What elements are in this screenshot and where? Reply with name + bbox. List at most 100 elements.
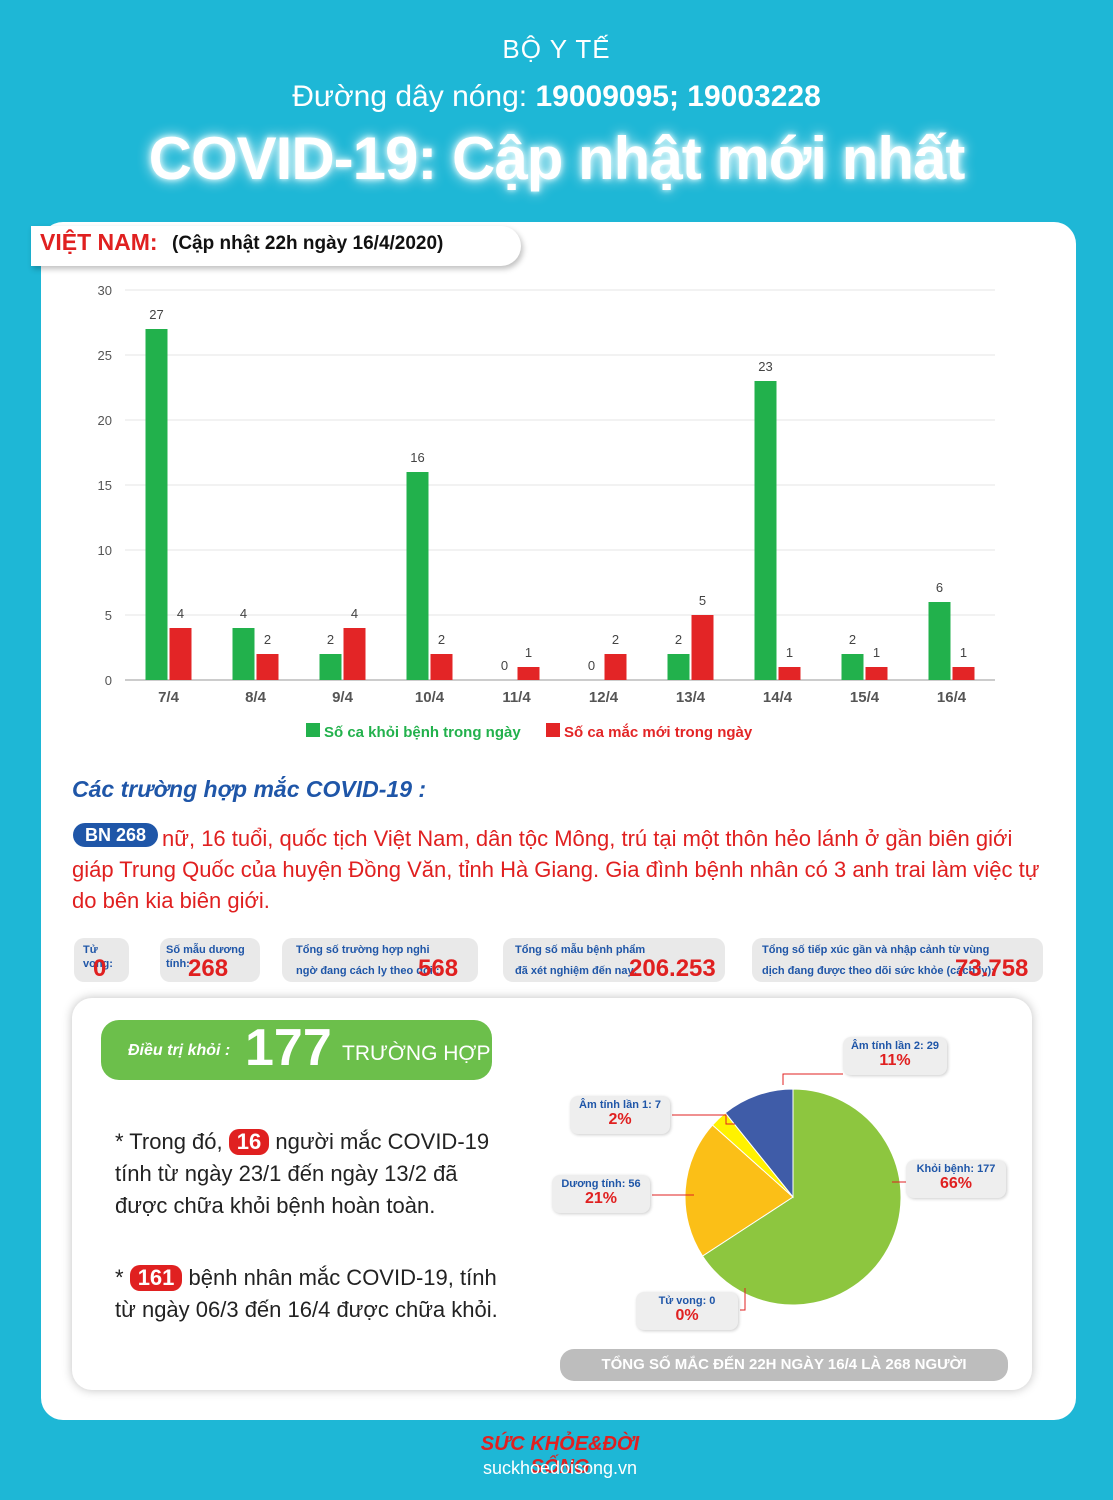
recovery-note-1: * Trong đó, 16 người mắc COVID-19 tính t… bbox=[115, 1126, 515, 1222]
pie-label-recovered-name: Khỏi bệnh: 177 bbox=[916, 1163, 996, 1175]
case-description: nữ, 16 tuổi, quốc tịch Việt Nam, dân tộc… bbox=[72, 826, 1040, 913]
pie-label-neg2: Âm tính lần 2: 29 11% bbox=[843, 1037, 947, 1075]
x-tick-label: 12/4 bbox=[589, 689, 619, 706]
legend-swatch-recovered bbox=[306, 723, 320, 737]
pie-label-neg2-name: Âm tính lần 2: 29 bbox=[850, 1040, 940, 1052]
recovery-count: 177 bbox=[245, 1019, 332, 1077]
x-tick-label: 13/4 bbox=[676, 689, 706, 706]
y-tick-label: 20 bbox=[98, 413, 112, 428]
bar-new-cases bbox=[865, 667, 888, 680]
pie-label-pos: Dương tính: 56 21% bbox=[552, 1175, 650, 1213]
bar-new-cases bbox=[604, 654, 627, 680]
stat-suspected-value: 568 bbox=[418, 955, 459, 982]
bar-recovered bbox=[667, 654, 690, 680]
stat-suspected-label-2: ngờ đang cách ly theo dõi : bbox=[296, 965, 440, 977]
stat-tested-label-1: Tổng số mẫu bệnh phẩm bbox=[515, 944, 646, 956]
bar-new-cases bbox=[691, 615, 714, 680]
patient-badge: BN 268 bbox=[73, 823, 158, 847]
note2-number: 161 bbox=[129, 1265, 183, 1291]
data-label: 6 bbox=[936, 580, 943, 595]
legend-swatch-new-cases bbox=[546, 723, 560, 737]
x-tick-label: 9/4 bbox=[332, 689, 354, 706]
note1-post: người mắc COVID-19 tính từ ngày 23/1 đến… bbox=[115, 1129, 490, 1218]
stat-contacts-value: 73.758 bbox=[955, 955, 1029, 982]
legend-label: Số ca mắc mới trong ngày bbox=[564, 723, 753, 741]
x-tick-label: 14/4 bbox=[763, 689, 793, 706]
note2-post: bệnh nhân mắc COVID-19, tính từ ngày 06/… bbox=[115, 1265, 498, 1322]
pie-label-neg1-name: Âm tính lần 1: 7 bbox=[579, 1099, 661, 1111]
x-tick-label: 8/4 bbox=[245, 689, 267, 706]
pie-label-recovered: Khỏi bệnh: 177 66% bbox=[906, 1160, 1006, 1198]
pie-label-pos-pct: 21% bbox=[584, 1190, 618, 1207]
data-label: 2 bbox=[675, 632, 682, 647]
note1-pre: * Trong đó, bbox=[115, 1129, 229, 1154]
data-label: 0 bbox=[501, 658, 508, 673]
bar-new-cases bbox=[256, 654, 279, 680]
x-tick-label: 10/4 bbox=[415, 689, 445, 706]
pie-label-pos-name: Dương tính: 56 bbox=[561, 1178, 641, 1190]
recovery-label: Điều trị khỏi : bbox=[128, 1042, 231, 1059]
site-url[interactable]: suckhoedoisong.vn bbox=[482, 1458, 638, 1478]
stat-contacts-label-2: dịch đang được theo dõi sức khỏe (cách l… bbox=[762, 965, 995, 977]
note2-pre: * bbox=[115, 1265, 130, 1290]
bar-recovered bbox=[754, 381, 777, 680]
bar-new-cases bbox=[517, 667, 540, 680]
y-tick-label: 5 bbox=[105, 608, 112, 623]
stat-tested: Tổng số mẫu bệnh phẩm đã xét nghiệm đến … bbox=[503, 938, 725, 982]
hotline: Đường dây nóng: 19009095; 19003228 bbox=[0, 80, 1113, 114]
bar-recovered bbox=[145, 329, 168, 680]
bar-recovered bbox=[406, 472, 429, 680]
data-label: 1 bbox=[786, 645, 793, 660]
stat-positive: Số mẫu dương tính: 268 bbox=[160, 938, 260, 982]
data-label: 5 bbox=[699, 593, 706, 608]
note1-number: 16 bbox=[228, 1129, 270, 1155]
vn-updated: (Cập nhật 22h ngày 16/4/2020) bbox=[172, 233, 444, 254]
stat-contacts: Tổng số tiếp xúc gần và nhập cảnh từ vùn… bbox=[752, 938, 1043, 982]
page-title: COVID-19: Cập nhật mới nhất bbox=[148, 125, 966, 192]
data-label: 4 bbox=[177, 606, 184, 621]
data-label: 0 bbox=[588, 658, 595, 673]
org-name: BỘ Y TẾ bbox=[502, 34, 611, 64]
x-tick-label: 15/4 bbox=[850, 689, 880, 706]
y-tick-label: 25 bbox=[98, 348, 112, 363]
stat-deaths-label: Tử vong: bbox=[83, 944, 113, 970]
data-label: 2 bbox=[264, 632, 271, 647]
cases-heading: Các trường hợp mắc COVID-19 : bbox=[72, 776, 427, 802]
vn-tab bbox=[31, 226, 521, 266]
stat-suspected: Tổng số trường hợp nghi ngờ đang cách ly… bbox=[282, 938, 478, 982]
pie-label-neg2-pct: 11% bbox=[879, 1052, 911, 1069]
daily-bar-chart: 0510152025302747/4428/4249/416210/40111/… bbox=[98, 283, 995, 741]
data-label: 1 bbox=[960, 645, 967, 660]
pie-label-neg1-pct: 2% bbox=[608, 1111, 632, 1128]
y-tick-label: 0 bbox=[105, 673, 112, 688]
bar-new-cases bbox=[952, 667, 975, 680]
pie-label-recovered-pct: 66% bbox=[939, 1175, 973, 1192]
recovery-unit: TRƯỜNG HỢP bbox=[342, 1042, 491, 1065]
vn-label: VIỆT NAM: bbox=[40, 229, 158, 255]
y-tick-label: 15 bbox=[98, 478, 112, 493]
recovery-banner bbox=[101, 1020, 492, 1080]
hotline-numbers: 19009095; 19003228 bbox=[535, 80, 821, 113]
pie-label-death-name: Tử vong: 0 bbox=[658, 1295, 716, 1307]
stat-positive-label: Số mẫu dương tính: bbox=[166, 944, 245, 970]
data-label: 2 bbox=[849, 632, 856, 647]
data-label: 16 bbox=[410, 450, 424, 465]
pie-label-death: Tử vong: 0 0% bbox=[636, 1292, 738, 1330]
stat-suspected-label-1: Tổng số trường hợp nghi bbox=[296, 944, 430, 956]
bar-recovered bbox=[841, 654, 864, 680]
data-label: 23 bbox=[758, 359, 772, 374]
data-label: 1 bbox=[873, 645, 880, 660]
bar-recovered bbox=[232, 628, 255, 680]
bar-new-cases bbox=[430, 654, 453, 680]
bar-new-cases bbox=[778, 667, 801, 680]
x-tick-label: 7/4 bbox=[158, 689, 180, 706]
stat-contacts-label-1: Tổng số tiếp xúc gần và nhập cảnh từ vùn… bbox=[762, 944, 990, 956]
data-label: 27 bbox=[149, 307, 163, 322]
stat-deaths-value: 0 bbox=[93, 955, 107, 982]
pie-label-death-pct: 0% bbox=[675, 1307, 699, 1324]
stat-positive-value: 268 bbox=[188, 955, 229, 982]
hotline-label: Đường dây nóng: bbox=[292, 80, 536, 113]
total-cases-bar: TỔNG SỐ MẮC ĐẾN 22H NGÀY 16/4 LÀ 268 NGƯ… bbox=[560, 1349, 1008, 1381]
bar-new-cases bbox=[343, 628, 366, 680]
recovery-note-2: * 161 bệnh nhân mắc COVID-19, tính từ ng… bbox=[115, 1262, 515, 1326]
